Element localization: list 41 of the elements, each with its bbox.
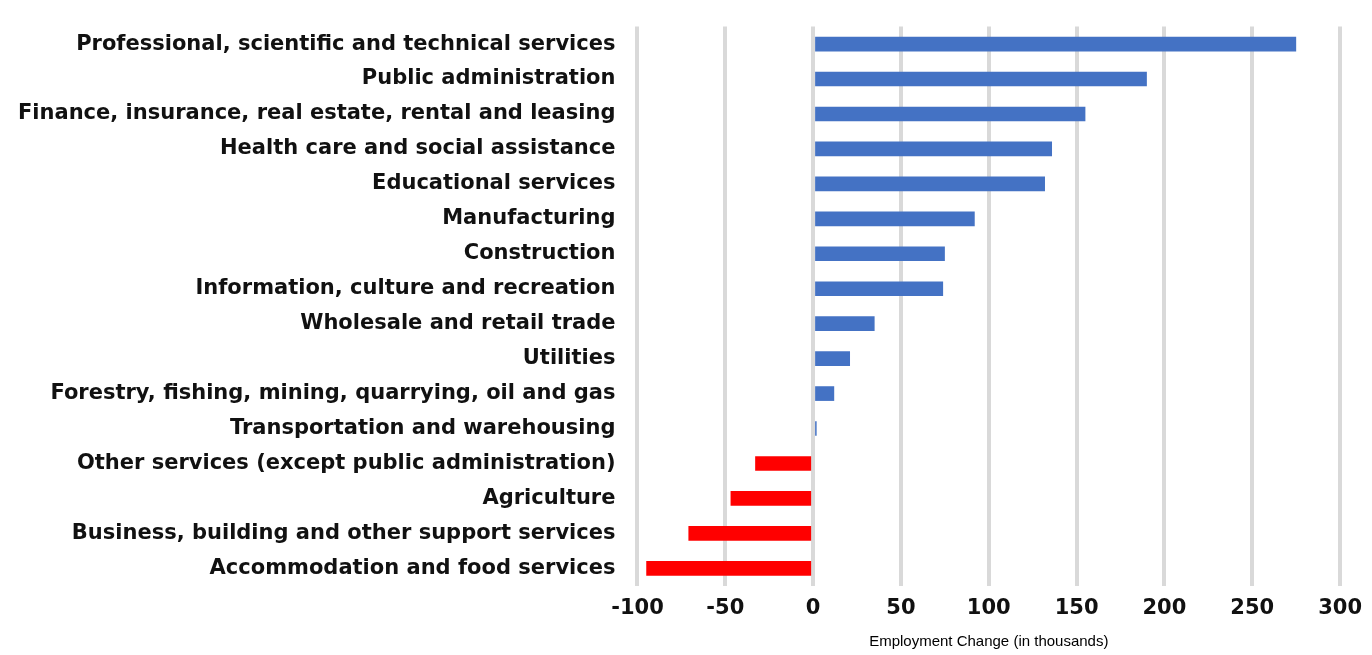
y-tick-label: Health care and social assistance (220, 135, 616, 160)
y-tick-label: Business, building and other support services (71, 519, 616, 544)
x-tick-label: 50 (886, 594, 916, 619)
y-tick-label: Forestry, fishing, mining, quarrying, oil and gas (50, 380, 616, 405)
bar (646, 560, 812, 576)
x-tick-label: 200 (1142, 594, 1187, 619)
x-tick-label: 100 (966, 594, 1011, 619)
x-tick-label: 250 (1230, 594, 1275, 619)
x-tick-label: -50 (706, 594, 745, 619)
x-tick-label: -100 (611, 594, 664, 619)
y-tick-label: Accommodation and food services (209, 554, 616, 579)
bar (755, 456, 812, 471)
bar (815, 141, 1053, 157)
y-tick-label: Professional, scientific and technical services (76, 30, 616, 55)
bar (815, 71, 1147, 87)
bar (815, 386, 835, 401)
bar (815, 211, 975, 227)
y-tick-label: Manufacturing (442, 205, 616, 230)
bar (815, 351, 851, 366)
x-tick-label: 0 (805, 594, 821, 619)
bar (815, 106, 1086, 122)
bar (815, 316, 875, 332)
bar (815, 36, 1297, 52)
bar (815, 176, 1045, 192)
y-tick-label: Wholesale and retail trade (300, 310, 616, 335)
bar (815, 246, 945, 262)
bar (815, 281, 944, 297)
y-tick-label: Other services (except public administration) (76, 449, 616, 474)
y-tick-label: Transportation and warehousing (229, 414, 616, 439)
y-tick-label: Educational services (372, 170, 616, 195)
x-tick-label: 300 (1318, 594, 1362, 619)
y-tick-label: Construction (463, 240, 616, 265)
bar (730, 491, 812, 506)
y-tick-label: Agriculture (482, 484, 616, 509)
x-tick-label: 150 (1054, 594, 1099, 619)
y-tick-label: Public administration (361, 65, 616, 90)
bar (688, 526, 812, 541)
y-tick-label: Information, culture and recreation (195, 275, 616, 300)
y-tick-label: Utilities (522, 345, 616, 370)
y-tick-label: Finance, insurance, real estate, rental and leasing (17, 100, 616, 125)
x-axis-title: Employment Change (in thousands) (869, 632, 1109, 650)
